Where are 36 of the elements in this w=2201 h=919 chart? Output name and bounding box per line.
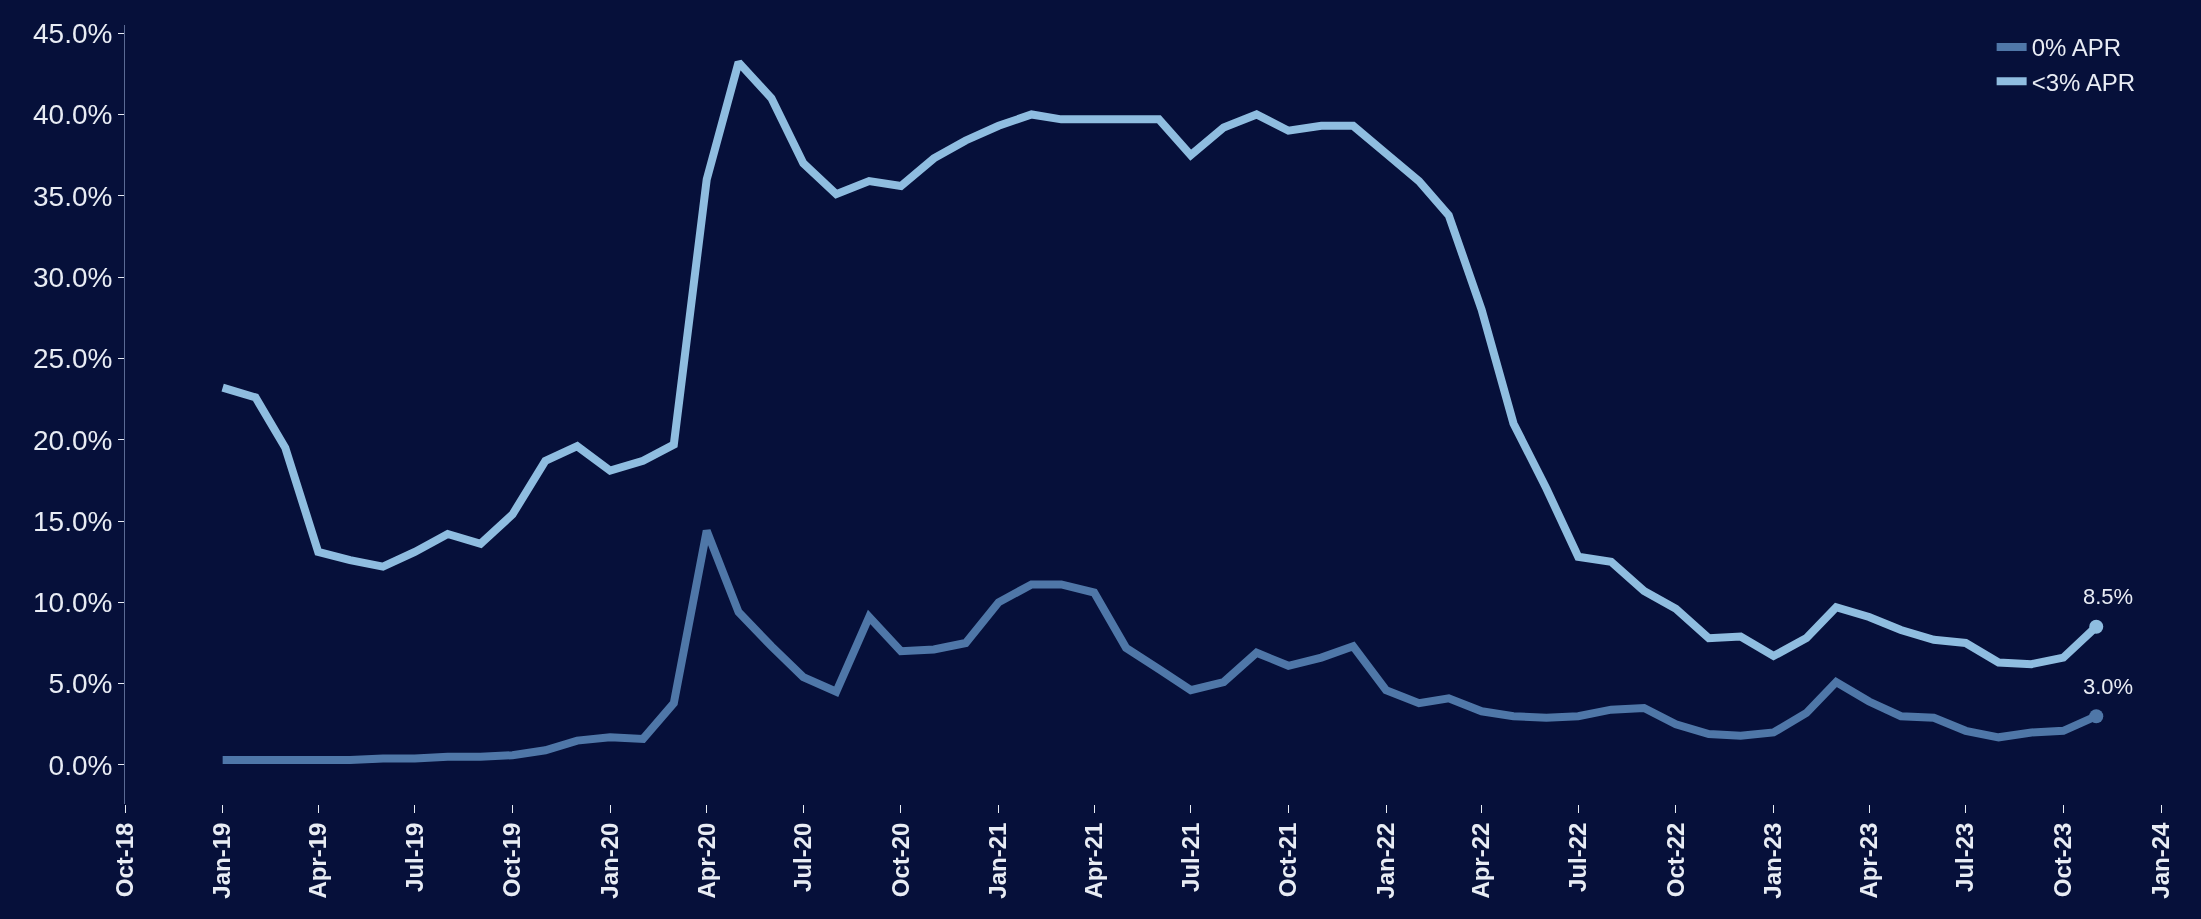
y-tick-label: 20.0% xyxy=(32,424,113,456)
y-tick-label: 45.0% xyxy=(32,17,113,49)
y-tick-label: 40.0% xyxy=(32,99,113,131)
legend-label: 0% APR xyxy=(2031,34,2122,62)
x-tick-label: Apr-21 xyxy=(1079,822,1107,899)
y-tick-label: 15.0% xyxy=(32,505,113,537)
x-tick-label: Oct-21 xyxy=(1274,822,1302,898)
x-tick-label: Apr-19 xyxy=(304,822,331,899)
legend-label: <3% APR xyxy=(2031,68,2136,96)
annotation: 8.5% xyxy=(2083,584,2134,609)
x-tick-label: Oct-18 xyxy=(110,822,138,898)
x-tick-label: Jan-21 xyxy=(984,822,1012,899)
x-tick-label: Oct-23 xyxy=(2049,822,2077,898)
x-tick-label: Jul-23 xyxy=(1951,822,1979,892)
y-tick-label: 35.0% xyxy=(32,180,113,212)
x-tick-label: Jul-21 xyxy=(1176,822,1204,892)
annotation: 3.0% xyxy=(2083,674,2134,699)
x-tick-label: Jul-20 xyxy=(789,822,817,892)
y-tick-label: 5.0% xyxy=(48,668,113,700)
x-tick-label: Oct-22 xyxy=(1661,822,1689,898)
x-tick-label: Jan-19 xyxy=(208,822,236,899)
x-tick-label: Jan-23 xyxy=(1759,822,1787,899)
x-tick-label: Apr-23 xyxy=(1854,822,1882,899)
x-tick-label: Apr-22 xyxy=(1467,822,1495,899)
x-tick-label: Oct-20 xyxy=(886,822,914,898)
x-tick-label: Apr-20 xyxy=(692,822,720,899)
x-tick-label: Jan-22 xyxy=(1371,822,1399,899)
y-tick-label: 0.0% xyxy=(48,749,113,781)
x-tick-label: Jan-24 xyxy=(2146,821,2174,899)
y-tick-label: 10.0% xyxy=(32,587,113,619)
x-tick-label: Jan-20 xyxy=(595,822,623,899)
x-tick-label: Jul-19 xyxy=(400,822,428,892)
y-tick-label: 30.0% xyxy=(32,261,113,293)
x-tick-label: Jul-22 xyxy=(1564,822,1592,892)
y-tick-label: 25.0% xyxy=(32,343,113,375)
x-tick-label: Oct-19 xyxy=(498,822,526,898)
